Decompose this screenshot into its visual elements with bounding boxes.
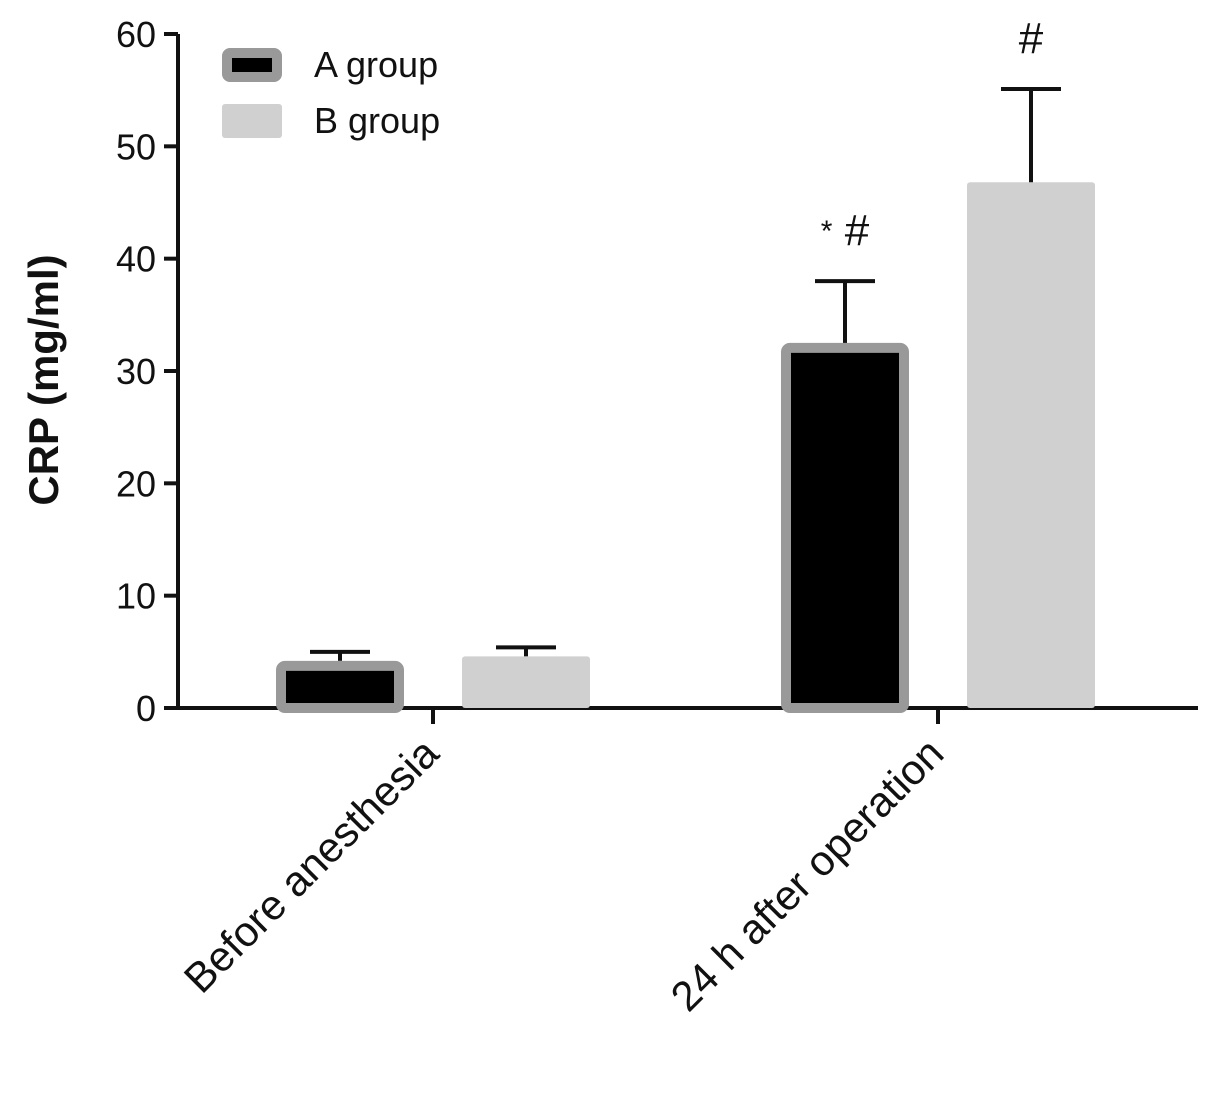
bar-a-group-before-anesthesia — [276, 660, 404, 714]
x-category-labels: Before anesthesia 24 h after operation — [175, 729, 953, 1020]
bar-b-group-before-anesthesia — [462, 656, 590, 708]
error-bars — [310, 87, 1061, 661]
legend-label-a-group: A group — [314, 44, 438, 85]
y-tick-label: 20 — [116, 463, 156, 504]
annotations: * # # — [821, 14, 1044, 255]
bars — [276, 182, 1095, 714]
y-tick-label: 60 — [116, 14, 156, 55]
bar-b-group-24h-after-operation — [967, 182, 1095, 708]
x-category-label: Before anesthesia — [175, 729, 448, 1002]
legend-label-b-group: B group — [314, 100, 440, 141]
significance-annotation: * # — [821, 206, 870, 255]
y-tick-label: 40 — [116, 239, 156, 280]
legend: A group B group — [222, 44, 440, 141]
bar-a-group-24h-after-operation — [781, 342, 909, 713]
y-tick-label: 50 — [116, 126, 156, 167]
y-tick-label: 0 — [136, 688, 156, 729]
y-ticks: 0 10 20 30 40 50 60 — [116, 14, 178, 729]
x-category-label: 24 h after operation — [662, 729, 953, 1020]
legend-swatch-b-group — [222, 104, 282, 138]
y-tick-label: 10 — [116, 576, 156, 617]
legend-swatch-a-group — [222, 48, 282, 82]
significance-annotation: # — [1019, 14, 1044, 63]
y-tick-label: 30 — [116, 351, 156, 392]
y-axis-title: CRP (mg/ml) — [20, 254, 67, 505]
